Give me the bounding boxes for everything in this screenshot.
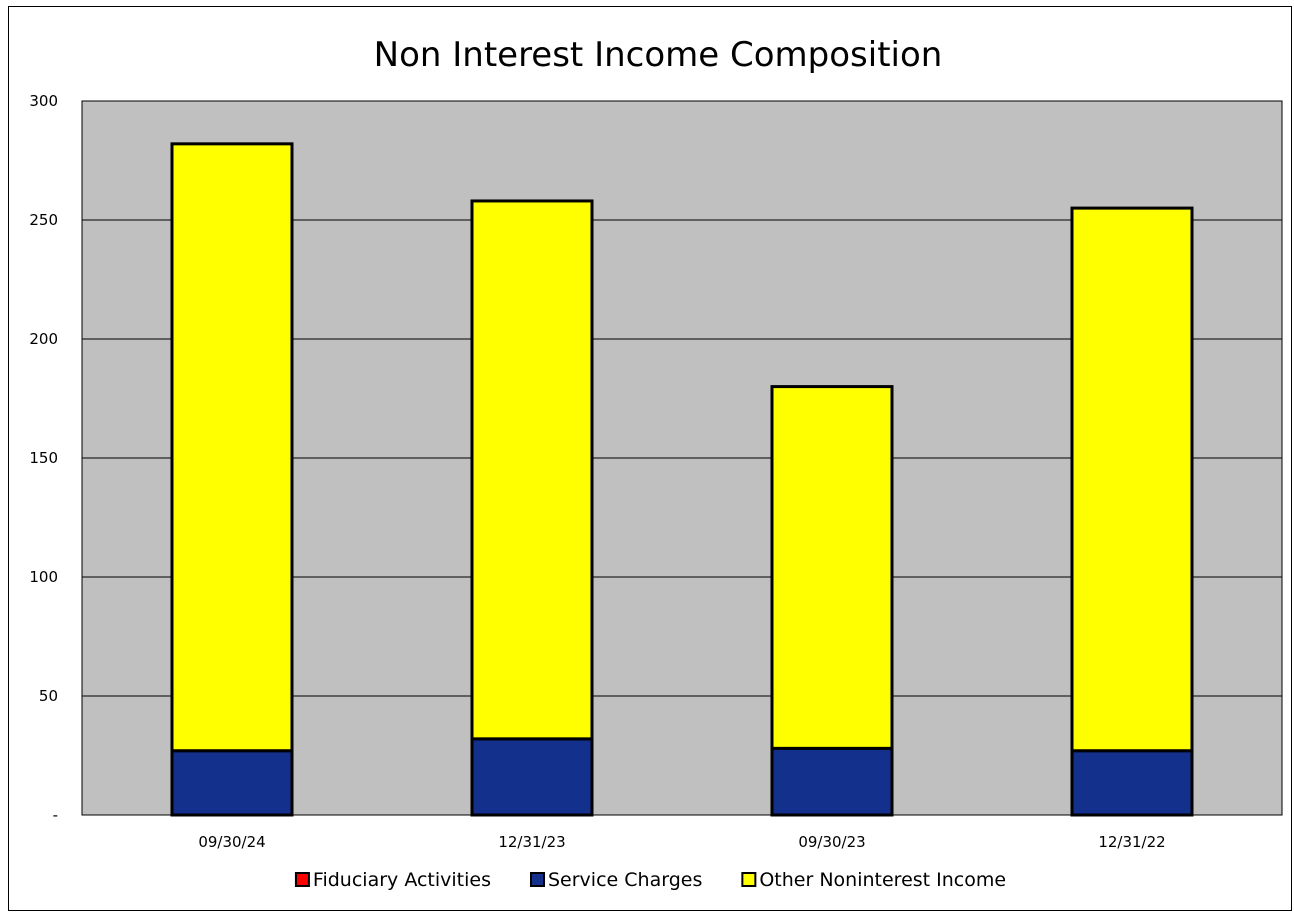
bars	[170, 142, 1194, 817]
legend-label: Fiduciary Activities	[313, 869, 491, 891]
x-axis-ticks: 09/30/24 12/31/23 09/30/23 12/31/22	[198, 833, 1165, 851]
legend-label: Service Charges	[548, 869, 702, 891]
x-tick-label: 12/31/23	[498, 833, 565, 851]
legend-swatch	[294, 872, 310, 887]
bar-segment	[770, 746, 894, 817]
legend: Fiduciary Activities Service Charges Other…	[294, 869, 1006, 891]
bar-segment	[470, 737, 594, 817]
bar-segment	[1070, 749, 1194, 817]
legend-label: Other Noninterest Income	[759, 869, 1006, 891]
y-tick-label: 300	[29, 92, 58, 110]
x-tick-label: 12/31/22	[1098, 833, 1165, 851]
bar-segment	[170, 142, 294, 753]
bar-segment	[170, 749, 294, 817]
chart-title: Non Interest Income Composition	[374, 35, 943, 75]
bar-segment	[470, 199, 594, 741]
y-tick-label: 100	[29, 568, 58, 586]
y-tick-label: 50	[39, 687, 58, 705]
x-tick-label: 09/30/23	[798, 833, 865, 851]
bar-segment	[1070, 206, 1194, 753]
y-tick-label: -	[53, 806, 58, 824]
y-tick-label: 150	[29, 449, 58, 467]
legend-swatch	[530, 872, 546, 887]
bar-segment	[770, 385, 894, 750]
x-tick-label: 09/30/24	[198, 833, 265, 851]
y-tick-label: 200	[29, 330, 58, 348]
legend-swatch	[741, 872, 757, 887]
y-axis-ticks: - 50 100 150 200 250 300	[29, 92, 58, 824]
y-tick-label: 250	[29, 211, 58, 229]
